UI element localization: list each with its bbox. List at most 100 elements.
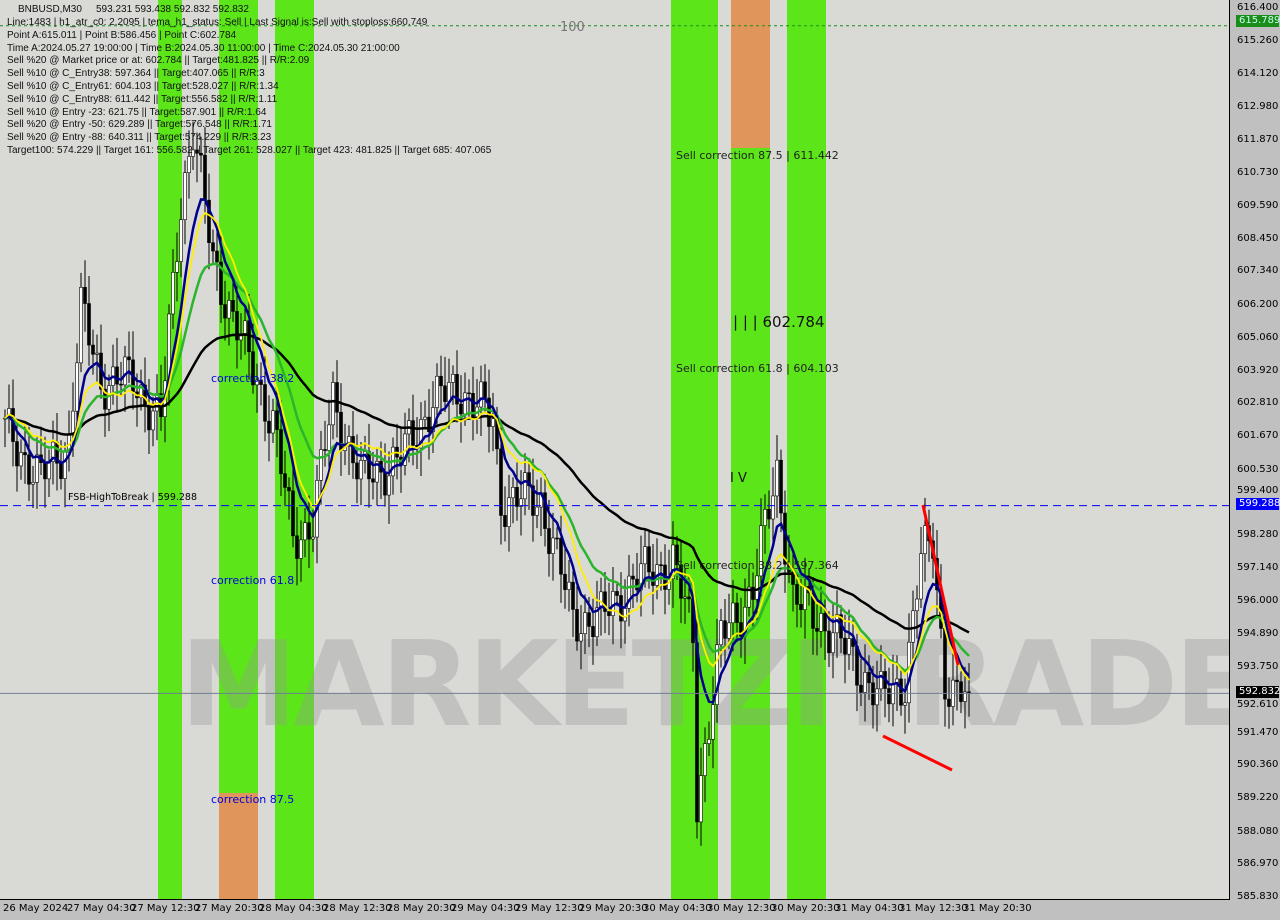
candle-body — [763, 509, 767, 526]
candle-body — [659, 564, 663, 567]
candle-body — [567, 581, 571, 590]
candle-body — [483, 381, 487, 399]
stoploss-price-tag: 615.789 — [1236, 15, 1280, 27]
candle-body — [963, 691, 967, 702]
candle-body — [875, 688, 879, 706]
candle-body — [263, 384, 267, 422]
ma-slow-line — [4, 333, 970, 634]
sell-correction-875: Sell correction 87.5 | 611.442 — [676, 149, 839, 162]
candle-body — [791, 571, 795, 585]
candle-body — [211, 242, 215, 252]
candle-body — [371, 478, 375, 483]
y-tick-label: 600.530 — [1237, 463, 1279, 475]
green-zone — [671, 0, 718, 899]
candle-body — [899, 678, 903, 706]
candle-body — [291, 490, 295, 537]
y-tick-label: 607.340 — [1237, 265, 1279, 277]
candle-body — [119, 383, 123, 386]
x-tick-label: 31 May 12:30 — [899, 903, 968, 914]
candle-body — [423, 416, 427, 420]
candle-body — [139, 384, 143, 399]
candle-body — [591, 626, 595, 638]
candle-body — [715, 644, 719, 705]
info-line: Point A:615.011 | Point B:586.456 | Poin… — [7, 29, 237, 41]
candle-body — [547, 528, 551, 554]
sell-correction-382: Sell correction 38.2 | 597.364 — [676, 559, 839, 572]
candle-body — [579, 633, 583, 642]
plot-area[interactable]: MARKETZITRADE BNBUSD,M30 593.231 593.438 … — [0, 0, 1230, 900]
info-line: Sell %20 @ Entry -50: 629.289 || Target:… — [7, 119, 272, 131]
x-tick-label: 29 May 04:30 — [451, 903, 520, 914]
candle-body — [903, 702, 907, 706]
candle-body — [719, 620, 723, 646]
candle-body — [23, 452, 27, 456]
candle-body — [279, 429, 283, 475]
candle-body — [519, 498, 523, 507]
candle-body — [231, 300, 235, 312]
candle-body — [283, 473, 287, 488]
candle-body — [455, 374, 459, 405]
candle-body — [627, 575, 631, 609]
candle-body — [71, 410, 75, 436]
candle-body — [103, 388, 107, 410]
candle-body — [515, 486, 519, 507]
candle-body — [543, 492, 547, 529]
y-tick-label: 616.400 — [1237, 2, 1279, 13]
candle-body — [459, 403, 463, 415]
point-c-label: | | | 602.784 — [733, 313, 825, 331]
candle-body — [923, 525, 927, 554]
candle-body — [359, 460, 363, 480]
sell-correction-618: Sell correction 61.8 | 604.103 — [676, 362, 839, 375]
candle-body — [187, 156, 191, 174]
x-tick-label: 28 May 20:30 — [387, 903, 456, 914]
candle-body — [299, 539, 303, 559]
candle-body — [755, 575, 759, 600]
candle-body — [235, 311, 239, 341]
x-tick-label: 30 May 04:30 — [643, 903, 712, 914]
candle-body — [555, 537, 559, 540]
candle-body — [727, 622, 731, 639]
info-line: Sell %10 @ C_Entry88: 611.442 || Target:… — [7, 93, 278, 105]
candle-body — [191, 149, 195, 157]
info-line: Sell %10 @ Entry -23: 621.75 || Target:5… — [7, 106, 267, 118]
candle-body — [95, 352, 99, 355]
candle-body — [535, 506, 539, 516]
candle-body — [255, 379, 259, 386]
candle-body — [551, 537, 555, 554]
orange-zone — [731, 0, 770, 148]
trend-line — [882, 734, 953, 772]
candle-body — [239, 333, 243, 341]
x-tick-label: 30 May 12:30 — [707, 903, 776, 914]
candle-body — [587, 612, 591, 627]
candle-body — [751, 586, 755, 600]
fsb-price-tag: 599.288 — [1236, 498, 1280, 510]
candle-body — [151, 410, 155, 431]
x-tick-label: 26 May 2024 — [3, 903, 69, 914]
candle-body — [887, 688, 891, 705]
candle-body — [447, 382, 451, 402]
candle-body — [219, 261, 223, 305]
candle-body — [223, 304, 227, 319]
candle-body — [79, 287, 83, 364]
candle-body — [463, 392, 467, 415]
candle-body — [439, 375, 443, 387]
info-line: Time A:2024.05.27 19:00:00 | Time B:2024… — [7, 42, 400, 54]
candle-body — [19, 452, 23, 467]
candle-body — [863, 672, 867, 693]
candle-body — [123, 356, 127, 386]
candle-body — [51, 441, 55, 462]
info-line: Sell %20 @ Entry -88: 640.311 || Target:… — [7, 132, 272, 144]
info-line: Line:1483 | h1_atr_c0: 2.2095 | tema_h1_… — [7, 17, 428, 28]
candle-body — [295, 535, 299, 559]
candle-body — [87, 303, 91, 346]
candle-body — [387, 475, 391, 496]
candle-body — [879, 671, 883, 690]
candle-body — [323, 449, 327, 451]
price-chart — [0, 25, 1229, 846]
candle-body — [199, 152, 203, 156]
candle-body — [571, 581, 575, 610]
candle-body — [451, 374, 455, 383]
trend-line — [921, 504, 960, 666]
candle-body — [603, 591, 607, 612]
